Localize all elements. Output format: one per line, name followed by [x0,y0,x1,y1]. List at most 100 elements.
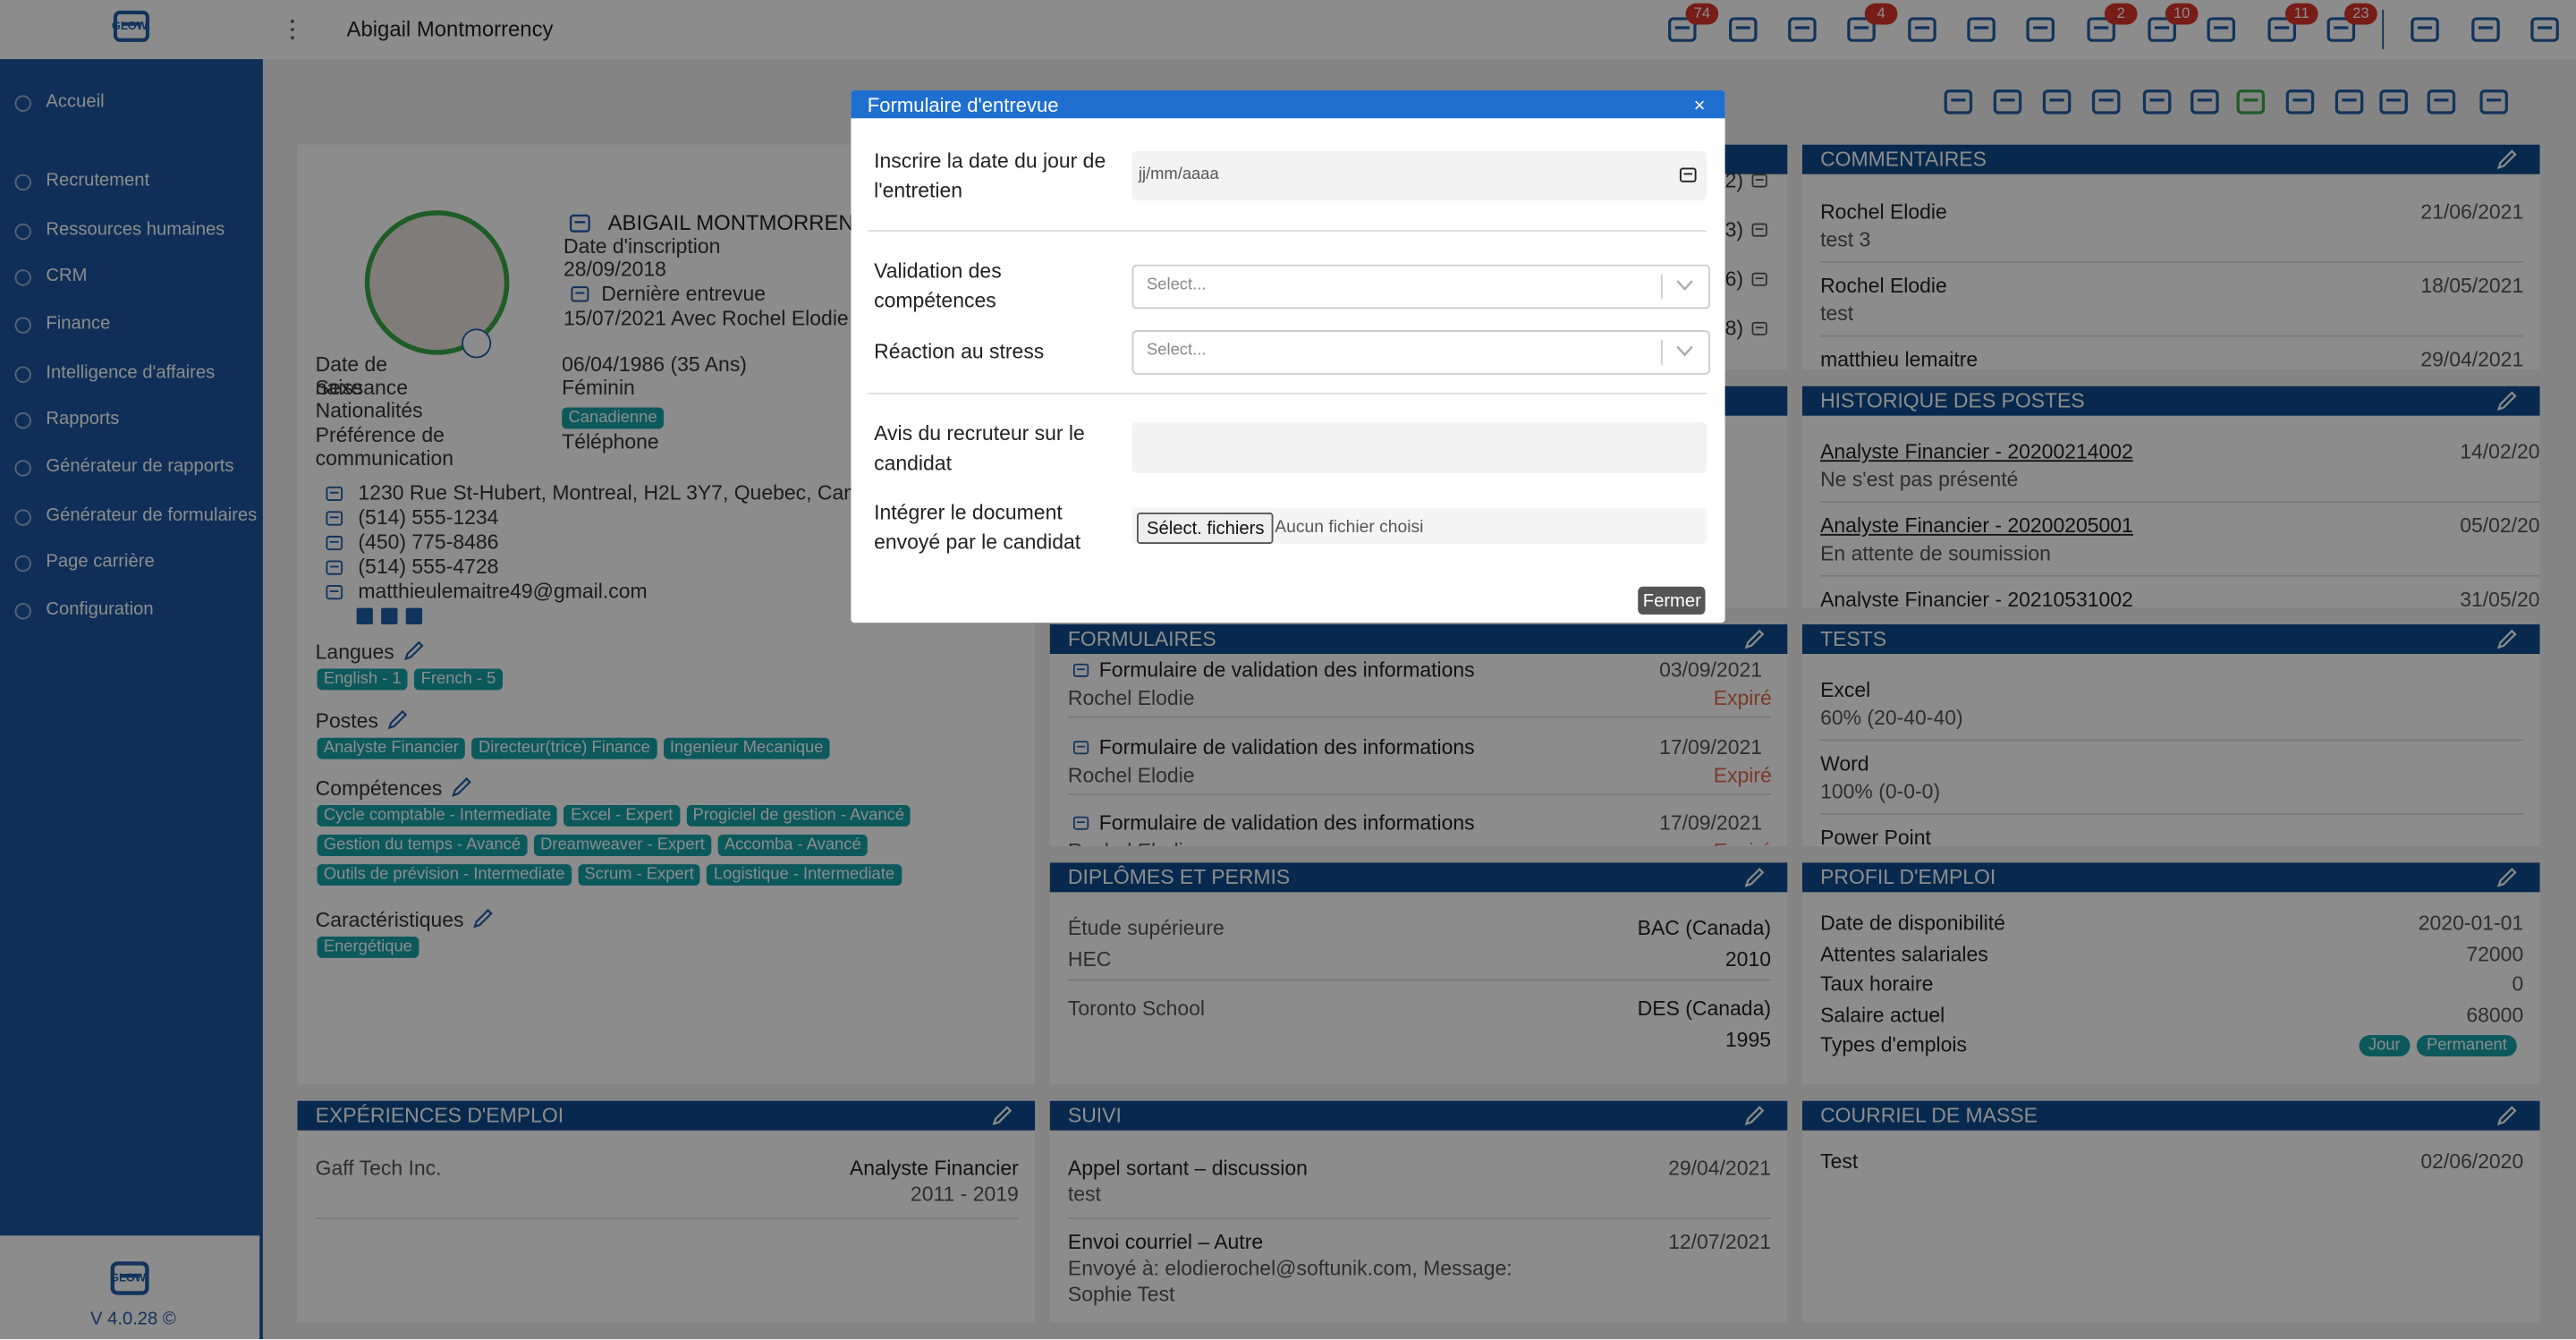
badge-count: 74 [1693,4,1711,21]
section-title: Postes [315,709,378,734]
icon-shape [2427,89,2456,114]
contact: (450) 775-8486 [358,530,499,554]
field-label: Avis du recruteur sur le candidat [874,422,1085,475]
icon-shape [2496,629,2517,649]
close-icon[interactable]: × [1693,92,1706,116]
contact: (514) 555-1234 [358,505,499,530]
menu-item[interactable]: Page carrière [46,552,155,572]
top-bar: GLOW Abigail Montmorrency 74 4 2 10 11 23 [0,0,2576,60]
tag: Canadienne [562,407,664,429]
menu-item[interactable]: Rapports [46,409,120,429]
edit-icon[interactable] [402,639,426,662]
action-icon[interactable] [2376,84,2411,120]
icon-shape [2091,89,2121,114]
toolbar-icon[interactable] [1784,12,1820,47]
form-status: Expiré [1713,763,1772,786]
menu-item[interactable]: Configuration [46,599,154,620]
period: 2011 - 2019 [910,1183,1019,1207]
social-icon[interactable] [405,607,423,624]
action-icon[interactable] [2331,84,2367,120]
icon-shape [2190,89,2219,114]
panel-title: EXPÉRIENCES D'EMPLOI [315,1104,564,1128]
toolbar-icon[interactable] [2468,12,2504,47]
mail-name: Test [1820,1149,1859,1174]
action-icon[interactable] [1989,84,2025,120]
field-label: Inscrire la date du jour de l'entretien [874,149,1106,202]
social-icon[interactable] [356,607,373,624]
action-icon[interactable] [2282,84,2318,120]
position-link[interactable]: Analyste Financier - 20200214002 [1820,440,2133,463]
comment-author: matthieu lemaitre [1820,348,1979,370]
action-icon[interactable] [2187,84,2223,120]
social-icon[interactable] [381,607,398,624]
action-icon[interactable] [2088,84,2123,120]
edit-icon[interactable] [2496,148,2519,171]
textarea[interactable] [1131,422,1707,473]
menu-item[interactable]: Générateur de formulaires [46,505,258,526]
toolbar-icon[interactable] [2022,12,2058,47]
followup-line: Envoyé à: elodierochel@softunik.com, Mes… [1067,1257,1513,1280]
toolbar-icon[interactable] [1843,12,1879,47]
toolbar-icon[interactable] [2203,12,2239,47]
contact: 1230 Rue St-Hubert, Montreal, H2L 3Y7, Q… [358,481,890,505]
edit-icon[interactable] [472,907,496,930]
select[interactable]: Select... [1131,330,1711,375]
tag-list: Jour Permanent [2136,1035,2523,1058]
menu-item[interactable]: CRM [46,266,88,286]
icon-shape [2479,89,2508,114]
action-icon[interactable] [2233,84,2268,120]
diploma-right: 1995 [1724,1028,1772,1052]
comment-date: 21/06/2021 [2420,200,2524,224]
action-icon[interactable] [2139,84,2174,120]
date-input[interactable]: jj/mm/aaaa [1131,150,1707,201]
edit-icon[interactable] [991,1104,1014,1127]
action-icon[interactable] [2476,84,2512,120]
menu-item[interactable]: Recrutement [46,171,150,191]
close-button[interactable]: Fermer [1638,586,1706,615]
candidate-name: ABIGAIL MONTMORRENCY [607,210,884,235]
edit-icon[interactable] [2496,866,2519,889]
position-link[interactable]: Analyste Financier - 20210531002 [1820,588,2133,608]
edit-icon[interactable] [386,708,410,732]
toolbar-icon[interactable] [2144,12,2180,47]
menu-icon [14,95,31,112]
menu-item[interactable]: Finance [46,313,111,334]
select[interactable]: Select... [1131,264,1711,310]
action-icon[interactable] [2038,84,2074,120]
select-separator [1660,340,1663,365]
edit-icon[interactable] [2496,1104,2519,1127]
badge: 74 [1685,3,1719,25]
toolbar-icon[interactable] [2407,12,2443,47]
edit-icon[interactable] [2496,628,2519,651]
position-link[interactable]: Analyste Financier - 20200205001 [1820,513,2133,538]
menu-item[interactable]: Accueil [46,91,105,112]
toolbar-icon[interactable] [1725,12,1761,47]
experience-panel: EXPÉRIENCES D'EMPLOI Gaff Tech Inc. Analys… [297,1100,1036,1323]
edit-icon[interactable] [1743,1104,1767,1127]
toolbar-icon[interactable] [1665,12,1700,47]
menu-item[interactable]: Ressources humaines [46,220,225,241]
edit-icon[interactable] [1743,628,1767,651]
toolbar-icon[interactable] [2323,12,2359,47]
toolbar-icon[interactable] [1904,12,1940,47]
edit-icon[interactable] [1743,866,1767,889]
position-status: Ne s'est pas présenté [1820,468,2019,492]
file-button[interactable]: Sélect. fichiers [1137,513,1274,544]
field-label: Sexe [315,376,363,400]
badge: 2 [2104,3,2138,25]
menu-item[interactable]: Générateur de rapports [46,456,234,477]
edit-icon[interactable] [450,776,473,799]
toolbar-icon[interactable] [2083,12,2119,47]
menu-item[interactable]: Intelligence d'affaires [46,362,216,383]
toolbar-icon[interactable] [1963,12,1999,47]
action-icon[interactable] [1940,84,1976,120]
edit-icon[interactable] [2496,389,2519,412]
icon-shape [1729,17,1758,42]
icon-shape [2471,17,2500,42]
field-label: Intégrer le document envoyé par le candi… [874,501,1081,554]
form-name: Formulaire de validation des information… [1098,811,1475,835]
toolbar-icon[interactable] [2527,12,2563,47]
toolbar-icon[interactable] [2264,12,2300,47]
tag: Jour [2358,1035,2411,1057]
action-icon[interactable] [2423,84,2459,120]
